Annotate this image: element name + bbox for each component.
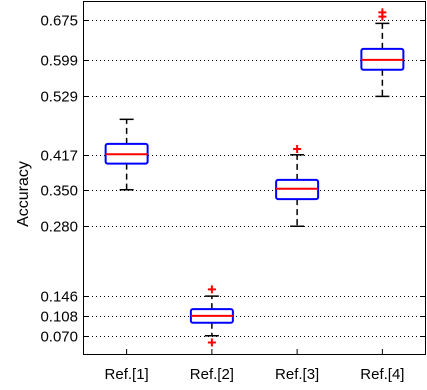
y-tick-label: 0.599 (40, 53, 78, 70)
box-group (275, 145, 320, 227)
x-tick-labels: Ref.[1] Ref.[2] Ref.[3] Ref.[4] (105, 349, 404, 383)
y-tick-label: 0.675 (40, 13, 78, 30)
x-tick-label: Ref.[1] (105, 366, 149, 383)
plot-frame (83, 1, 426, 355)
outlier-marker (207, 285, 216, 294)
outlier-marker (378, 8, 387, 17)
y-tick-label: 0.280 (40, 219, 78, 236)
x-tick-label: Ref.[4] (360, 366, 404, 383)
y-tick-label: 0.108 (40, 309, 78, 326)
y-axis-title: Accuracy (15, 161, 32, 227)
y-tick-labels: 0.070 0.108 0.146 0.280 0.350 0.417 0.529 0.599… (40, 13, 78, 346)
outlier-marker (207, 338, 216, 347)
x-tick-label: Ref.[2] (190, 366, 234, 383)
outlier-marker (293, 145, 302, 154)
y-tick-label: 0.070 (40, 329, 78, 346)
box-group (189, 285, 234, 347)
box-group (360, 8, 405, 98)
y-tick-label: 0.529 (40, 89, 78, 106)
x-tick-label: Ref.[3] (275, 366, 319, 383)
y-tick-label: 0.350 (40, 183, 78, 200)
boxes-layer (104, 8, 405, 347)
y-tick-label: 0.146 (40, 289, 78, 306)
y-tick-label: 0.417 (40, 148, 78, 165)
box-group (104, 118, 149, 191)
